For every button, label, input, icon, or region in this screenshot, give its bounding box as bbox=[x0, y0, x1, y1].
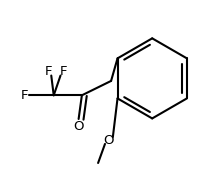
Text: F: F bbox=[45, 65, 52, 78]
Text: O: O bbox=[73, 120, 84, 133]
Text: F: F bbox=[60, 65, 67, 78]
Text: F: F bbox=[21, 89, 28, 102]
Text: O: O bbox=[104, 135, 114, 148]
